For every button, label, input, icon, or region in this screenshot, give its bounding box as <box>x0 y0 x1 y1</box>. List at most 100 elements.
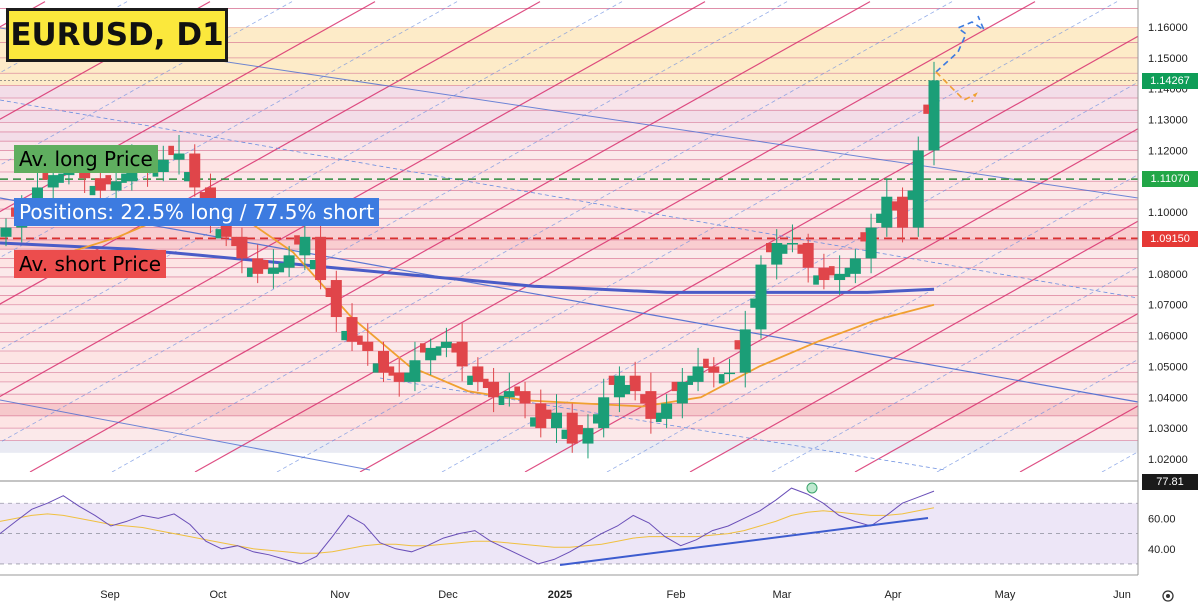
rsi-line <box>0 487 935 565</box>
zone-band <box>0 97 1138 111</box>
rsi-signal-line <box>0 507 935 554</box>
candle-body <box>105 175 112 185</box>
candle-body <box>676 381 688 404</box>
dashed-trend <box>0 99 1139 299</box>
long-price-tag: 1.11070 <box>1142 171 1198 187</box>
candle-body <box>661 403 673 419</box>
candle-body <box>802 243 814 268</box>
y-tick-label: 1.12000 <box>1148 145 1188 157</box>
candle-body <box>467 375 473 385</box>
candle-body <box>294 235 300 245</box>
candle-body <box>325 287 332 297</box>
candle-body <box>755 264 767 330</box>
candle-body <box>79 168 91 179</box>
candle-body <box>645 391 657 419</box>
candle-body <box>771 243 783 265</box>
zone-band <box>0 110 1138 123</box>
y-tick-label: 1.15000 <box>1148 53 1188 65</box>
rsi-last-value: 77.81 <box>1156 476 1184 488</box>
rsi-tick-label: 60.00 <box>1148 513 1176 525</box>
candle-body <box>566 412 578 444</box>
channel-line <box>0 1 376 213</box>
downtrend-line <box>0 399 371 471</box>
candle-body <box>357 335 363 345</box>
candle-body <box>514 386 521 396</box>
candle-body <box>724 372 736 375</box>
zone-band <box>0 141 1138 151</box>
candle-body <box>865 227 877 259</box>
candle-body <box>844 267 851 277</box>
candle-body <box>582 428 594 444</box>
x-tick-label: Mar <box>773 589 792 601</box>
candle-body <box>849 258 861 274</box>
x-tick-label: 2025 <box>548 589 572 601</box>
channel-line <box>359 1 1200 473</box>
candle-body <box>330 280 342 318</box>
zone-band <box>0 440 1138 453</box>
candle-body <box>262 259 269 270</box>
candle-body <box>419 343 426 353</box>
zone-band <box>0 159 1138 173</box>
candle-body <box>535 403 547 429</box>
zone-band <box>0 372 1138 382</box>
candle-body <box>786 243 798 245</box>
rsi-pane <box>0 472 1200 566</box>
candle-body <box>739 329 751 373</box>
candle-body <box>876 213 882 223</box>
candle-body <box>923 104 929 114</box>
y-tick-label: 1.07000 <box>1148 300 1188 312</box>
candle-body <box>309 259 316 270</box>
candle-body <box>346 317 358 342</box>
candle-body <box>897 196 909 228</box>
channel-line <box>524 93 1200 473</box>
candle-body <box>891 201 898 211</box>
candle-body <box>11 207 17 217</box>
candle-body <box>766 243 772 253</box>
candle-body <box>246 267 253 277</box>
candle-body <box>435 346 442 356</box>
candle-body <box>173 153 185 160</box>
candle-body <box>703 358 709 368</box>
candle-body <box>215 229 222 239</box>
candle-body <box>168 145 174 156</box>
channel-line <box>854 278 1200 473</box>
candle-body <box>692 366 704 382</box>
zone-band <box>0 150 1138 160</box>
candle-body <box>409 360 421 382</box>
long-price-value: 1.11070 <box>1150 173 1190 185</box>
candle-body <box>928 80 940 151</box>
candle-body <box>184 172 190 182</box>
chart-title: EURUSD, D1 <box>6 8 228 62</box>
x-tick-label: Apr <box>884 589 901 601</box>
rsi-marker <box>806 482 818 494</box>
candle-body <box>687 375 694 385</box>
y-tick-label: 1.10000 <box>1148 207 1188 219</box>
candle-body <box>157 159 169 173</box>
y-tick-label: 1.13000 <box>1148 115 1188 127</box>
candle-body <box>671 381 678 392</box>
candle-body <box>236 236 248 259</box>
candle-body <box>577 425 583 435</box>
candle-body <box>813 275 819 285</box>
candle-body <box>530 417 536 427</box>
channel-line <box>0 1 706 398</box>
horizontal-zones <box>0 8 1138 453</box>
x-tick-label: Sep <box>100 589 120 601</box>
zone-band <box>0 218 1138 228</box>
channel-line <box>689 185 1200 473</box>
candle-body <box>781 244 788 254</box>
zone-band <box>0 381 1138 395</box>
short-price-value: 1.09150 <box>1150 233 1190 245</box>
candle-body <box>551 412 563 429</box>
candle-body <box>640 394 646 404</box>
zone-band <box>0 403 1138 416</box>
candle-body <box>912 150 924 228</box>
candle-body <box>519 391 531 404</box>
zone-band <box>0 276 1138 287</box>
candle-body <box>283 255 295 268</box>
candle-body <box>472 366 484 382</box>
candle-body <box>624 384 631 395</box>
candle-body <box>545 409 552 419</box>
av-short-price-label: Av. short Price <box>14 250 167 278</box>
